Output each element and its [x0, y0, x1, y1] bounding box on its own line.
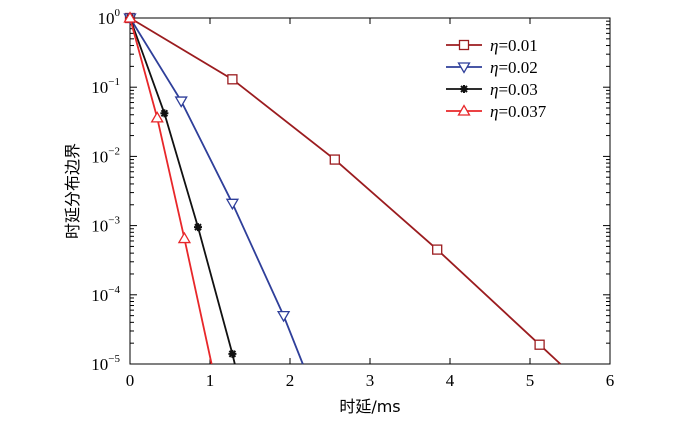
- legend-entry-1: η=0.01: [446, 36, 538, 55]
- legend-entry-4: η=0.037: [446, 102, 547, 121]
- legend-eta: η: [490, 102, 498, 121]
- legend-label: η=0.037: [490, 102, 547, 121]
- y-axis-title: 时延分布边界: [63, 143, 82, 239]
- x-tick-label: 1: [206, 371, 215, 390]
- x-axis: 0 1 2 3 4 5 6: [126, 18, 615, 390]
- y-tick-base: 10: [91, 286, 108, 305]
- legend-value: =0.037: [498, 102, 546, 121]
- marker-stroke: [194, 223, 202, 231]
- y-tick-label: 10−4: [91, 284, 120, 305]
- x-tick-label: 6: [606, 371, 615, 390]
- x-tick-label: 3: [366, 371, 375, 390]
- series-layer: [123, 11, 562, 365]
- legend: η=0.01η=0.02η=0.03η=0.037: [446, 36, 547, 121]
- data-point: [227, 74, 238, 85]
- legend-marker: [457, 62, 471, 74]
- y-tick-label: 10−2: [91, 145, 120, 166]
- x-tick-label: 4: [446, 371, 455, 390]
- series-4: [123, 11, 213, 365]
- legend-entry-3: η=0.03: [446, 80, 538, 99]
- data-point: [276, 310, 291, 323]
- legend-value: =0.03: [498, 80, 537, 99]
- y-tick-label: 10−1: [91, 76, 120, 97]
- y-tick-label: 10−5: [91, 353, 120, 374]
- y-tick-exponent: −1: [108, 76, 120, 88]
- legend-value: =0.02: [498, 58, 537, 77]
- y-tick-exponent: −4: [108, 284, 120, 296]
- legend-label: η=0.02: [490, 58, 538, 77]
- marker-stroke: [228, 350, 237, 358]
- y-tick-exponent: −5: [108, 353, 120, 365]
- data-point: [534, 339, 545, 350]
- legend-label: η=0.01: [490, 36, 538, 55]
- legend-marker: [460, 85, 468, 93]
- legend-marker: [458, 39, 470, 51]
- x-tick-label: 5: [526, 371, 535, 390]
- y-tick-exponent: −2: [108, 145, 120, 157]
- y-tick-base: 10: [91, 217, 108, 236]
- legend-label: η=0.03: [490, 80, 538, 99]
- data-point: [177, 231, 192, 244]
- x-axis-title: 时延/ms: [339, 397, 400, 416]
- data-point: [228, 349, 237, 358]
- marker-stroke: [460, 85, 468, 93]
- data-point: [123, 11, 137, 23]
- marker-stroke: [160, 109, 169, 117]
- data-point: [194, 223, 202, 232]
- legend-eta: η: [490, 58, 498, 77]
- y-tick-base: 10: [91, 147, 108, 166]
- y-tick-base: 10: [91, 78, 108, 97]
- y-tick-exponent: −3: [108, 215, 120, 227]
- data-point: [329, 154, 340, 165]
- legend-eta: η: [490, 80, 498, 99]
- legend-marker: [457, 104, 471, 116]
- data-point: [225, 198, 240, 211]
- series-line: [129, 17, 236, 365]
- data-point: [432, 244, 443, 255]
- y-tick-base: 10: [91, 355, 108, 374]
- legend-entry-2: η=0.02: [446, 58, 538, 77]
- y-tick-label: 10−3: [91, 215, 120, 236]
- series-line: [129, 17, 213, 365]
- x-tick-label: 2: [286, 371, 295, 390]
- data-point: [160, 109, 169, 118]
- y-tick-exponent: 0: [115, 7, 121, 19]
- x-tick-label: 0: [126, 371, 135, 390]
- legend-value: =0.01: [498, 36, 537, 55]
- y-tick-label: 100: [98, 7, 121, 28]
- y-tick-base: 10: [98, 9, 115, 28]
- data-point: [150, 111, 164, 123]
- data-point: [174, 96, 188, 108]
- series-2: [123, 13, 304, 365]
- legend-eta: η: [490, 36, 498, 55]
